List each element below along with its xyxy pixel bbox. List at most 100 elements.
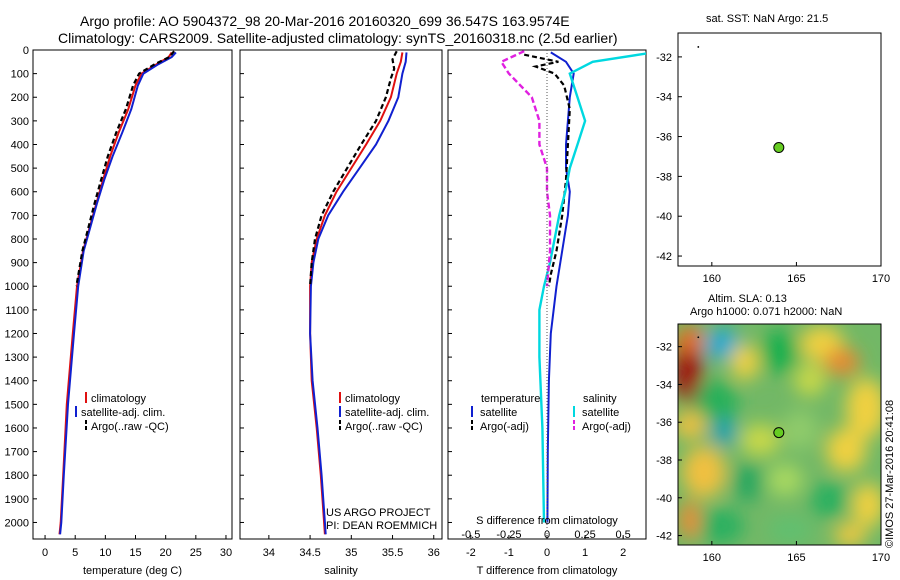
x-tick-label: 170 — [872, 552, 890, 564]
s-tick-label: -0.25 — [496, 529, 521, 541]
plot-area — [309, 50, 408, 535]
y-tick-label: 1700 — [5, 447, 29, 459]
salinity-panel — [239, 49, 443, 540]
y-tick-label: -38 — [656, 171, 672, 183]
x-tick-label: 0 — [42, 547, 48, 559]
x-axis-label: T difference from climatology — [477, 565, 618, 577]
series-line-s-argo-adj- — [499, 50, 552, 287]
y-tick-label: 1100 — [5, 305, 29, 317]
x-tick-label: 34 — [263, 547, 275, 559]
sla-map-title-line-2: Argo h1000: 0.071 h2000: NaN — [690, 306, 842, 318]
y-tick-label: -42 — [656, 531, 672, 543]
x-tick-label: 2 — [620, 547, 626, 559]
y-tick-label: 800 — [11, 234, 29, 246]
x-tick-label: 160 — [703, 552, 721, 564]
legend-satellite-label: satellite-adj. clim. — [81, 407, 165, 419]
x-tick-label: 35.5 — [382, 547, 403, 559]
y-tick-label: 2000 — [5, 517, 29, 529]
series-line-satellite-adj-clim- — [309, 52, 408, 535]
sla-map-panel — [677, 323, 882, 546]
x-tick-label: -2 — [466, 547, 476, 559]
legend-temperature-title: temperature — [481, 393, 540, 405]
y-tick-label: 1500 — [5, 399, 29, 411]
series-line-satellite-adj-clim- — [59, 51, 177, 535]
s-tick-label: 0.25 — [574, 529, 595, 541]
y-tick-label: -36 — [656, 132, 672, 144]
x-tick-label: 160 — [703, 273, 721, 285]
temperature-legend: climatology satellite-adj. clim. Argo(..… — [75, 392, 169, 433]
watermark: ©IMOS 27-Mar-2016 20:41:08 — [884, 400, 896, 548]
map-speck — [697, 336, 700, 339]
x-axis-label: salinity — [324, 565, 358, 577]
profile-location-marker — [773, 142, 785, 154]
project-credit-line-2: PI: DEAN ROEMMICH — [326, 520, 437, 532]
s-axis-label: S difference from climatology — [476, 515, 618, 527]
legend-s-argo-label: Argo(-adj) — [582, 421, 631, 433]
legend-argo-label: Argo(..raw -QC) — [345, 421, 423, 433]
profile-location-marker — [773, 427, 785, 439]
salinity-legend: climatology satellite-adj. clim. Argo(..… — [339, 392, 429, 433]
y-tick-label: -32 — [656, 342, 672, 354]
legend-s-satellite-label: satellite — [582, 407, 619, 419]
series-line-argo-raw-qc- — [309, 50, 398, 287]
legend-t-satellite-label: satellite — [480, 407, 517, 419]
x-axis-label: temperature (deg C) — [83, 565, 182, 577]
y-tick-label: 1600 — [5, 423, 29, 435]
y-tick-label: 700 — [11, 210, 29, 222]
y-tick-label: 500 — [11, 163, 29, 175]
x-tick-label: 36 — [428, 547, 440, 559]
series-line-t-argo-adj- — [523, 53, 571, 287]
y-tick-label: 400 — [11, 139, 29, 151]
y-tick-label: -38 — [656, 455, 672, 467]
difference-legend: temperature salinity satellite Argo(-adj… — [471, 393, 631, 433]
plot-area — [499, 50, 646, 523]
plot-area — [58, 50, 177, 535]
y-tick-label: 1300 — [5, 352, 29, 364]
title-line-1: Argo profile: AO 5904372_98 20-Mar-2016 … — [80, 13, 570, 29]
x-tick-label: 20 — [160, 547, 172, 559]
y-tick-label: 600 — [11, 187, 29, 199]
x-tick-label: 165 — [787, 273, 805, 285]
sla-map: 160 165 170 -32 -34 -36 -38 -40 -42 — [656, 336, 890, 564]
x-tick-label: 34.5 — [299, 547, 320, 559]
y-tick-label: 1000 — [5, 281, 29, 293]
project-credit-line-1: US ARGO PROJECT — [326, 507, 431, 519]
y-tick-label: 1200 — [5, 328, 29, 340]
y-tick-label: 900 — [11, 258, 29, 270]
series-line-climatology — [309, 52, 404, 535]
legend-satellite-label: satellite-adj. clim. — [345, 407, 429, 419]
x-tick-label: 15 — [129, 547, 141, 559]
x-tick-label: -1 — [504, 547, 514, 559]
s-tick-label: 0.5 — [616, 529, 631, 541]
y-tick-label: 300 — [11, 116, 29, 128]
series-line-argo-raw-qc- — [75, 50, 175, 287]
difference-chart: -2 -1 0 1 2T difference from climatology -0.5… — [448, 49, 646, 577]
x-tick-label: 25 — [190, 547, 202, 559]
x-tick-label: 10 — [99, 547, 111, 559]
x-tick-label: 35 — [345, 547, 357, 559]
series-line-t-satellite — [546, 51, 575, 523]
s-tick-label: -0.5 — [461, 529, 480, 541]
y-tick-label: -34 — [656, 92, 672, 104]
y-tick-label: -42 — [656, 251, 672, 263]
y-tick-label: 1400 — [5, 376, 29, 388]
y-tick-label: 100 — [11, 69, 29, 81]
x-tick-label: 170 — [872, 273, 890, 285]
y-tick-label: 200 — [11, 92, 29, 104]
legend-argo-label: Argo(..raw -QC) — [91, 421, 169, 433]
y-tick-label: 1800 — [5, 470, 29, 482]
x-tick-label: 0 — [544, 547, 550, 559]
legend-climatology-label: climatology — [91, 393, 147, 405]
sst-map: 160 165 170 -32 -34 -36 -38 -40 -42 — [656, 46, 890, 285]
temperature-panel — [32, 49, 233, 540]
y-tick-label: -40 — [656, 493, 672, 505]
y-tick-label: 0 — [23, 45, 29, 57]
title-line-2: Climatology: CARS2009. Satellite-adjuste… — [58, 30, 618, 46]
series-line-s-satellite — [538, 52, 646, 523]
x-tick-label: 30 — [220, 547, 232, 559]
sla-map-title-line-1: Altim. SLA: 0.13 — [708, 293, 787, 305]
legend-t-argo-label: Argo(-adj) — [480, 421, 529, 433]
sla-heatmap — [678, 324, 881, 545]
y-tick-label: -40 — [656, 211, 672, 223]
